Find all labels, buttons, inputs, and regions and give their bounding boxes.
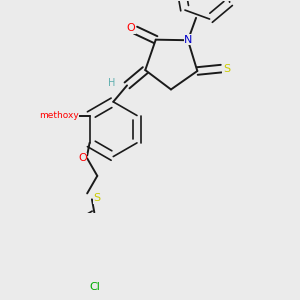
Text: O: O: [127, 23, 136, 33]
Text: methoxy: methoxy: [39, 111, 79, 120]
Text: H: H: [108, 78, 116, 88]
Text: Cl: Cl: [89, 282, 100, 292]
Text: N: N: [184, 34, 193, 44]
Text: S: S: [94, 193, 101, 203]
Text: O: O: [78, 153, 87, 164]
Text: S: S: [223, 64, 230, 74]
